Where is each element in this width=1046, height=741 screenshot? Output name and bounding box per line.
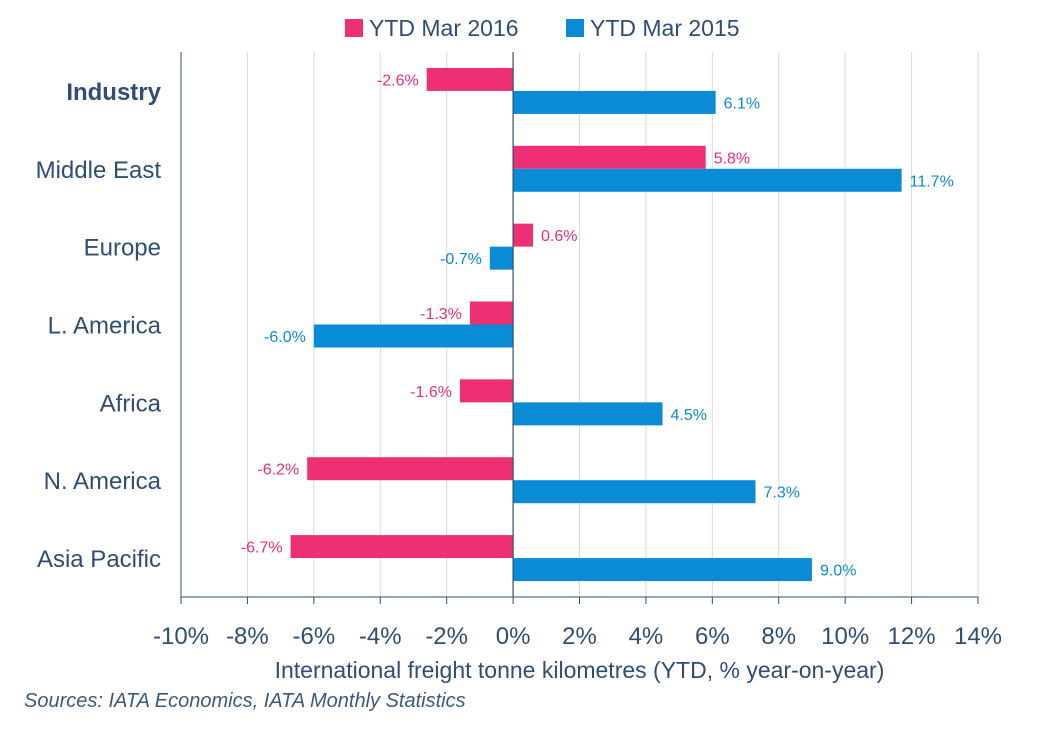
legend: YTD Mar 2016 YTD Mar 2015 [345,15,740,41]
data-label: -1.3% [420,306,462,323]
legend-swatch [566,19,584,37]
x-tick-label: 6% [695,623,730,650]
source-note: Sources: IATA Economics, IATA Monthly St… [24,690,466,712]
legend-swatch [345,19,363,37]
category-label: Africa [100,390,162,417]
data-label: 0.6% [541,228,577,245]
data-label: -6.2% [257,462,299,479]
data-label: -1.6% [410,384,452,401]
legend-entry: YTD Mar 2015 [590,15,740,41]
x-tick-label: 2% [562,623,597,650]
data-label: 11.7% [910,173,954,190]
data-label: 6.1% [724,95,760,112]
category-label: Industry [66,79,161,106]
data-label: -6.7% [241,540,283,557]
bar [426,67,514,91]
x-tick-label: -8% [226,623,269,650]
bar [290,535,514,559]
bar [313,324,514,348]
category-label: L. America [48,313,162,340]
x-tick-label: 12% [888,623,936,650]
category-label: Asia Pacific [37,546,161,573]
x-tick-label: 10% [821,623,869,650]
data-label: 7.3% [764,485,800,502]
data-label: 4.5% [671,407,707,424]
bar [513,168,902,192]
data-label: 9.0% [820,563,856,580]
bar [513,480,756,504]
x-tick-label: 8% [761,623,796,650]
gridlines [180,52,979,597]
data-label: -6.0% [264,329,306,346]
x-tick-label: 14% [954,623,1002,650]
x-tick-label: 4% [629,623,664,650]
data-label: -2.6% [377,72,419,89]
bar [513,90,716,114]
axes [180,52,979,604]
data-label: 5.8% [714,150,750,167]
category-label: N. America [44,468,162,495]
category-label: Europe [84,235,161,262]
bar [513,145,706,169]
x-tick-label: -2% [425,623,468,650]
x-axis-title: International freight tonne kilometres (… [275,657,885,683]
data-label: -0.7% [440,251,482,268]
bar [513,558,812,582]
bars [290,67,902,582]
category-label: Middle East [36,157,162,184]
x-tick-label: 0% [496,623,531,650]
bar [513,402,663,426]
bar [469,301,514,325]
bar [513,223,534,247]
x-tick-label: -10% [153,623,209,650]
labels: -10% -8% -6% -4% -2% 0% 2% 4% 6% 8% 10% 12% 14% Inter… [36,72,1002,683]
bar [459,379,514,403]
x-tick-label: -4% [359,623,402,650]
bar [489,246,514,270]
legend-entry: YTD Mar 2016 [369,15,519,41]
bar [307,457,514,481]
x-tick-label: -6% [292,623,335,650]
